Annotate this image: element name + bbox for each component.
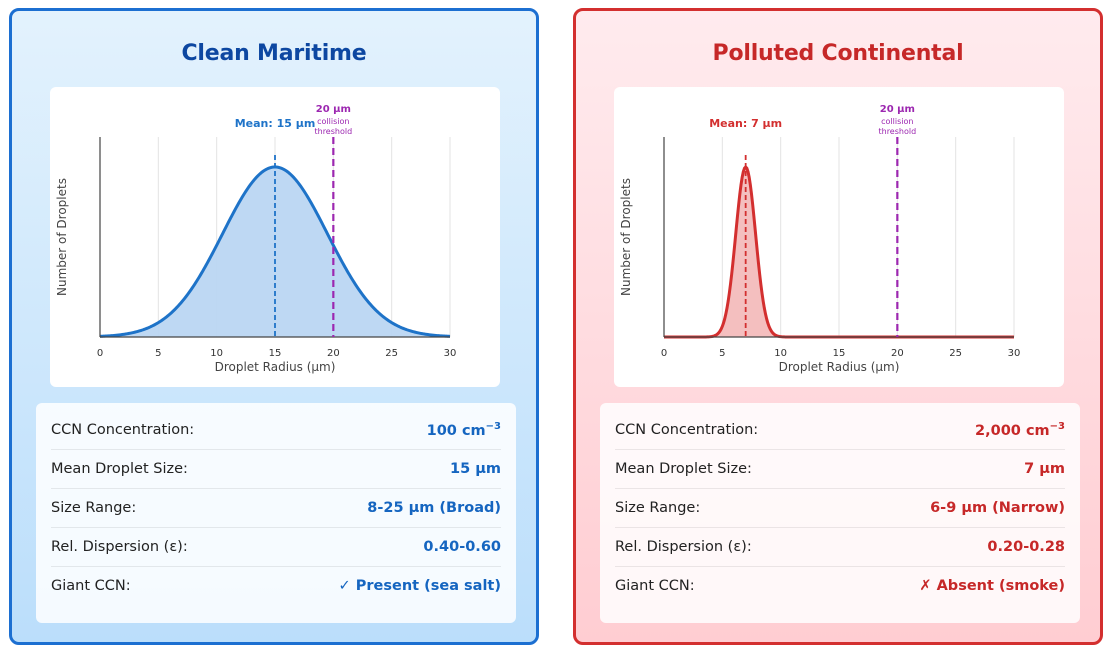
x-tick-label: 30 bbox=[1008, 348, 1021, 359]
panel-title: Polluted Continental bbox=[712, 41, 964, 66]
stat-label: Size Range: bbox=[51, 500, 137, 516]
threshold-label-line2: threshold bbox=[878, 127, 916, 136]
threshold-label-line2: threshold bbox=[314, 127, 352, 136]
y-axis-label: Number of Droplets bbox=[619, 178, 633, 296]
x-tick-label: 0 bbox=[661, 348, 667, 359]
distribution-area bbox=[664, 167, 1014, 337]
stat-row-dispersion: Rel. Dispersion (ε): 0.40-0.60 bbox=[51, 528, 501, 567]
stat-label: CCN Concentration: bbox=[51, 422, 195, 438]
stat-row-giant-ccn: Giant CCN: ✓ Present (sea salt) bbox=[51, 567, 501, 605]
stat-row-size-range: Size Range: 8-25 µm (Broad) bbox=[51, 489, 501, 528]
threshold-value-label: 20 µm bbox=[316, 104, 351, 115]
threshold-label-line1: collision bbox=[881, 117, 913, 126]
threshold-value-label: 20 µm bbox=[880, 104, 915, 115]
stat-value: ✗ Absent (smoke) bbox=[919, 578, 1065, 594]
x-tick-label: 25 bbox=[385, 348, 398, 359]
stat-value: 2,000 cm−3 bbox=[975, 421, 1065, 439]
x-tick-label: 10 bbox=[774, 348, 787, 359]
chart-container: 0 5 10 15 20 25 30 Droplet Radius (µm) Number of… bbox=[614, 87, 1064, 387]
x-tick-label: 15 bbox=[833, 348, 846, 359]
x-tick-label: 10 bbox=[210, 348, 223, 359]
x-tick-label: 30 bbox=[444, 348, 457, 359]
x-tick-label: 15 bbox=[269, 348, 282, 359]
stat-value: 15 µm bbox=[449, 461, 501, 477]
y-axis-label: Number of Droplets bbox=[55, 178, 69, 296]
x-axis-label: Droplet Radius (µm) bbox=[215, 360, 336, 374]
stat-row-size-range: Size Range: 6-9 µm (Narrow) bbox=[615, 489, 1065, 528]
stat-label: Giant CCN: bbox=[51, 578, 131, 594]
stat-value: 100 cm−3 bbox=[426, 421, 501, 439]
stat-value: 0.40-0.60 bbox=[423, 539, 501, 555]
stat-row-mean-size: Mean Droplet Size: 15 µm bbox=[51, 450, 501, 489]
stat-label: Rel. Dispersion (ε): bbox=[615, 539, 752, 555]
stat-row-ccn: CCN Concentration: 100 cm−3 bbox=[51, 411, 501, 450]
stat-label: Giant CCN: bbox=[615, 578, 695, 594]
mean-label: Mean: 7 µm bbox=[709, 117, 782, 130]
x-tick-label: 5 bbox=[719, 348, 725, 359]
stat-label: Mean Droplet Size: bbox=[51, 461, 188, 477]
stat-label: Rel. Dispersion (ε): bbox=[51, 539, 188, 555]
stat-row-ccn: CCN Concentration: 2,000 cm−3 bbox=[615, 411, 1065, 450]
panel-title: Clean Maritime bbox=[181, 41, 367, 66]
stats-table: CCN Concentration: 2,000 cm−3 Mean Dropl… bbox=[600, 403, 1080, 623]
stat-value: ✓ Present (sea salt) bbox=[338, 578, 501, 594]
stat-value: 8-25 µm (Broad) bbox=[367, 500, 501, 516]
x-tick-label: 0 bbox=[97, 348, 103, 359]
stat-label: Mean Droplet Size: bbox=[615, 461, 752, 477]
droplet-distribution-chart: 0 5 10 15 20 25 30 Droplet Radius (µm) Number of… bbox=[55, 104, 457, 374]
stat-label: CCN Concentration: bbox=[615, 422, 759, 438]
x-tick-label: 20 bbox=[327, 348, 340, 359]
stat-value: 6-9 µm (Narrow) bbox=[930, 500, 1065, 516]
chart-container: 0 5 10 15 20 25 30 Droplet Radius (µm) Number of… bbox=[50, 87, 500, 387]
droplet-distribution-chart: 0 5 10 15 20 25 30 Droplet Radius (µm) Number of… bbox=[619, 104, 1021, 374]
stat-label: Size Range: bbox=[615, 500, 701, 516]
stat-value: 0.20-0.28 bbox=[987, 539, 1065, 555]
polluted-continental-panel: Polluted Continental 0 5 10 15 20 25 30 Droplet… bbox=[573, 8, 1103, 645]
clean-maritime-panel: Clean Maritime 0 5 10 15 20 25 30 Droplet Radiu… bbox=[9, 8, 539, 645]
stat-row-mean-size: Mean Droplet Size: 7 µm bbox=[615, 450, 1065, 489]
x-axis-label: Droplet Radius (µm) bbox=[779, 360, 900, 374]
stat-row-giant-ccn: Giant CCN: ✗ Absent (smoke) bbox=[615, 567, 1065, 605]
threshold-label-line1: collision bbox=[317, 117, 349, 126]
stat-value: 7 µm bbox=[1024, 461, 1065, 477]
stats-table: CCN Concentration: 100 cm−3 Mean Droplet… bbox=[36, 403, 516, 623]
mean-label: Mean: 15 µm bbox=[235, 117, 316, 130]
x-tick-label: 20 bbox=[891, 348, 904, 359]
stat-row-dispersion: Rel. Dispersion (ε): 0.20-0.28 bbox=[615, 528, 1065, 567]
x-tick-label: 5 bbox=[155, 348, 161, 359]
x-tick-label: 25 bbox=[949, 348, 962, 359]
